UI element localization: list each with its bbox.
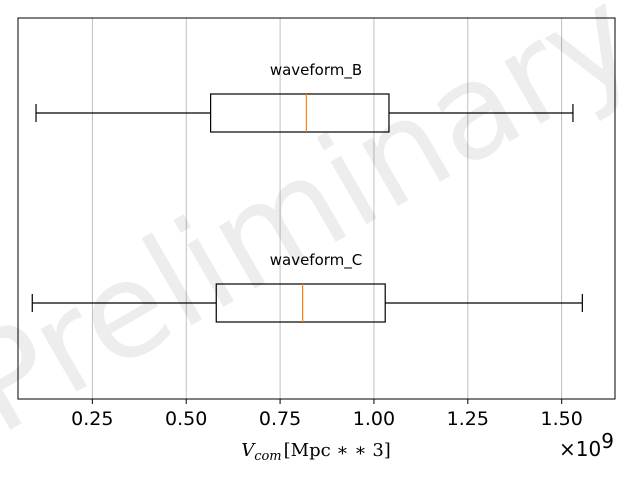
grid-lines bbox=[91, 18, 563, 399]
iqr-box bbox=[210, 93, 390, 133]
x-tick-label: 0.50 bbox=[165, 408, 207, 430]
x-tick-label: 1.00 bbox=[353, 408, 395, 430]
box-label: waveform_C bbox=[270, 251, 363, 270]
plot-frame bbox=[17, 17, 616, 400]
x-tick-label: 1.25 bbox=[447, 408, 489, 430]
x-tick-label: 1.50 bbox=[541, 408, 583, 430]
x-axis-label: Vcom [Mpc ∗ ∗ 3] bbox=[241, 440, 391, 464]
x-ticks: 0.25 0.50 0.75 1.00 1.25 1.50 bbox=[71, 399, 583, 430]
boxes: waveform_B waveform_C bbox=[31, 61, 583, 323]
x-tick-label: 0.75 bbox=[259, 408, 301, 430]
iqr-box bbox=[215, 283, 386, 323]
x-offset-label: ×109 bbox=[559, 429, 614, 461]
box-label: waveform_B bbox=[270, 61, 362, 80]
x-tick-label: 0.25 bbox=[71, 408, 113, 430]
